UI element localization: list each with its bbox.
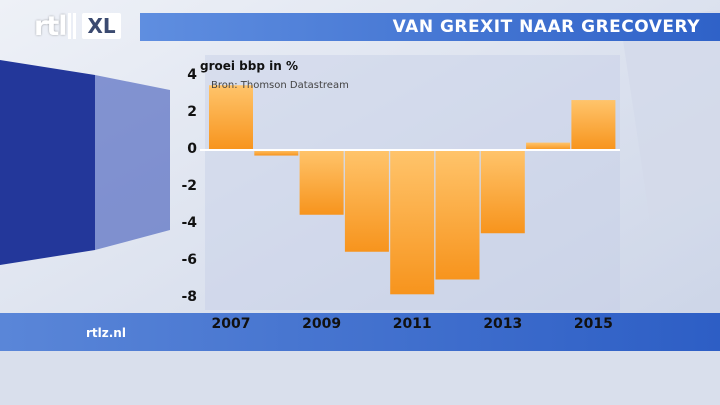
x-tick-label: 2015	[573, 316, 613, 332]
y-tick-label: 0	[187, 141, 197, 157]
y-tick-label: -2	[181, 178, 197, 194]
bar-2014	[526, 142, 571, 150]
x-tick-label: 2013	[483, 316, 523, 332]
bar-2008	[254, 150, 299, 156]
y-tick-label: 2	[187, 104, 197, 120]
footer-bar	[0, 313, 720, 351]
rtlz-logo: rtl XL	[34, 8, 121, 44]
bar-2009	[299, 150, 344, 215]
bar-2007	[209, 85, 253, 150]
bar-2010	[344, 150, 389, 252]
x-tick-label: 2007	[211, 316, 251, 332]
title-bar: VAN GREXIT NAAR GRECOVERY	[140, 13, 720, 41]
y-tick-label: -4	[181, 215, 197, 231]
logo-text: rtl	[34, 10, 67, 42]
chart-source: Bron: Thomson Datastream	[211, 80, 349, 91]
site-url: rtlz.nl	[86, 326, 126, 340]
x-tick-label: 2009	[302, 316, 342, 332]
y-tick-label: 4	[187, 67, 197, 83]
page-title: VAN GREXIT NAAR GRECOVERY	[392, 17, 700, 37]
y-tick-label: -6	[181, 252, 197, 268]
logo-bars-icon	[68, 13, 81, 39]
x-tick-label: 2011	[392, 316, 432, 332]
logo-sub: XL	[82, 13, 121, 39]
bar-2015	[571, 100, 616, 150]
y-tick-label: -8	[181, 289, 197, 305]
bar-2012	[435, 150, 480, 280]
y-axis-label: groei bbp in %	[200, 59, 298, 73]
bar-2011	[390, 150, 435, 295]
bar-2013	[480, 150, 525, 234]
